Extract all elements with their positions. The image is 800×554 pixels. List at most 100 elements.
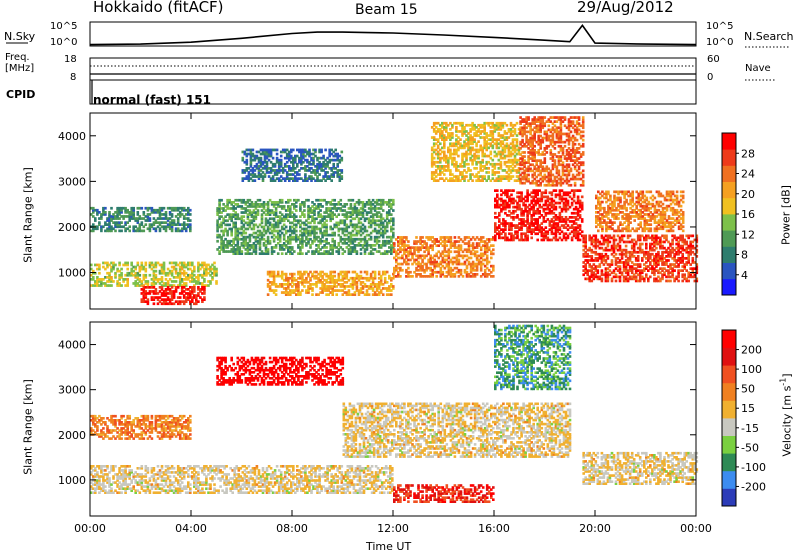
power-cell <box>578 228 582 231</box>
power-cell <box>526 216 529 219</box>
power-cell <box>493 167 497 170</box>
power-cell <box>281 171 285 174</box>
power-cell <box>138 267 142 271</box>
power-cell <box>216 248 219 251</box>
power-cell <box>367 203 371 206</box>
power-cell <box>252 219 256 223</box>
power-cell <box>469 140 472 143</box>
power-cell <box>170 208 174 212</box>
power-cell <box>172 206 176 210</box>
power-cell <box>178 206 182 210</box>
power-cell <box>152 296 156 299</box>
power-cell <box>193 273 196 277</box>
power-cell <box>443 158 446 162</box>
power-cell <box>238 231 242 235</box>
power-cell <box>226 250 229 253</box>
power-cell <box>298 158 301 162</box>
power-cell <box>180 271 184 275</box>
power-cell <box>253 173 257 176</box>
power-cell <box>276 223 280 227</box>
power-cell <box>345 293 349 296</box>
power-cell <box>326 175 329 178</box>
power-cell <box>218 203 221 206</box>
power-cell <box>429 268 432 272</box>
power-cell <box>289 250 292 253</box>
power-cell <box>332 162 335 166</box>
power-cell <box>492 236 495 239</box>
power-cell <box>249 154 253 158</box>
power-cell <box>162 227 166 231</box>
power-cell <box>481 169 484 172</box>
power-cell <box>299 215 302 218</box>
power-cell <box>503 138 507 141</box>
power-cell <box>343 237 347 241</box>
power-cell <box>257 175 261 178</box>
power-cell <box>390 285 393 288</box>
power-cell <box>447 236 451 239</box>
power-cell <box>213 271 216 275</box>
power-cell <box>98 280 101 283</box>
power-cell <box>510 232 513 236</box>
power-cell <box>126 227 129 231</box>
power-cell <box>467 136 470 139</box>
power-cell <box>266 242 270 245</box>
power-cell <box>477 156 480 160</box>
power-cell <box>379 278 383 282</box>
power-cell <box>403 260 406 264</box>
power-cell <box>341 274 345 278</box>
power-cell <box>481 148 484 152</box>
power-cell <box>309 285 312 288</box>
power-cell <box>365 248 369 251</box>
power-cell <box>390 203 393 206</box>
power-cell <box>500 193 503 197</box>
power-cell <box>132 229 135 233</box>
power-cell <box>403 242 406 245</box>
power-cell <box>429 258 432 262</box>
power-cell <box>508 189 511 192</box>
power-cell <box>415 248 418 252</box>
power-cell <box>431 268 434 272</box>
power-cell <box>353 244 357 247</box>
power-cell <box>270 248 274 251</box>
power-cell <box>297 285 300 288</box>
power-cell <box>475 273 479 276</box>
power-cell <box>469 264 473 268</box>
power-cell <box>425 248 428 252</box>
power-cell <box>359 211 363 214</box>
power-cell <box>477 123 480 127</box>
power-cell <box>485 262 489 266</box>
power-cell <box>548 191 552 195</box>
power-cell <box>260 221 264 225</box>
power-cell <box>570 211 574 215</box>
power-cell <box>388 246 391 249</box>
power-cell <box>341 248 345 251</box>
power-cell <box>142 300 146 303</box>
power-cell <box>162 267 166 271</box>
power-cell <box>152 211 156 214</box>
power-cell <box>560 238 564 242</box>
power-cell <box>455 262 459 266</box>
power-cell <box>134 219 137 222</box>
power-cell <box>390 246 393 249</box>
power-cell <box>144 223 148 226</box>
power-cell <box>144 296 148 299</box>
power-cell <box>197 273 200 277</box>
power-cell <box>142 276 146 279</box>
power-cell <box>126 284 129 287</box>
power-cell <box>224 223 227 227</box>
power-cell <box>520 197 523 201</box>
power-cell <box>351 246 355 249</box>
power-cell <box>96 227 99 231</box>
power-cell <box>546 199 550 203</box>
power-cell <box>471 264 475 268</box>
power-cell <box>252 223 256 227</box>
power-cell <box>150 267 154 271</box>
power-cell <box>341 252 345 255</box>
power-cell <box>449 270 453 274</box>
power-cell <box>377 250 381 253</box>
power-cell <box>254 205 258 208</box>
power-cell <box>160 278 164 281</box>
power-cell <box>325 201 328 204</box>
power-cell <box>383 231 387 235</box>
power-cell <box>340 156 344 160</box>
